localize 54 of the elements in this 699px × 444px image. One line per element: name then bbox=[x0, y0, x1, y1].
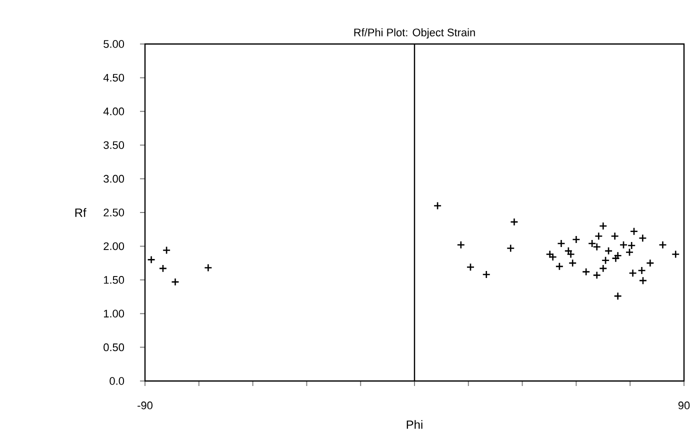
point bbox=[638, 266, 646, 275]
point bbox=[557, 239, 566, 248]
y-tick-label: 3.50 bbox=[104, 141, 124, 149]
point bbox=[482, 270, 491, 279]
point bbox=[646, 258, 654, 268]
point bbox=[594, 232, 603, 240]
x-tick-label: 90 bbox=[678, 402, 690, 410]
y-tick-label: 3.00 bbox=[104, 174, 124, 183]
point bbox=[630, 227, 638, 236]
chart-title: Rf/Phi Plot: Object Strain bbox=[354, 28, 475, 38]
point bbox=[582, 268, 590, 276]
point bbox=[204, 264, 212, 272]
y-tick-label: 4.50 bbox=[103, 74, 124, 82]
point bbox=[628, 269, 637, 278]
y-tick-label: 1.50 bbox=[104, 276, 124, 284]
point bbox=[548, 252, 557, 262]
point bbox=[601, 256, 610, 264]
point bbox=[592, 271, 602, 280]
point bbox=[638, 234, 647, 242]
point bbox=[614, 292, 622, 300]
y-tick-label: 5.00 bbox=[104, 40, 124, 48]
point bbox=[599, 222, 608, 230]
point bbox=[572, 235, 580, 244]
point bbox=[614, 252, 622, 260]
point bbox=[599, 264, 608, 273]
point bbox=[610, 232, 619, 240]
point bbox=[625, 248, 634, 256]
y-tick-label: 2.00 bbox=[104, 242, 124, 250]
y-tick-label: 0.50 bbox=[104, 343, 124, 352]
point bbox=[466, 262, 475, 272]
point bbox=[456, 240, 466, 249]
point bbox=[171, 278, 180, 286]
y-tick-label: 0.0 bbox=[110, 377, 124, 385]
point bbox=[158, 264, 168, 273]
point bbox=[147, 256, 156, 264]
point bbox=[658, 240, 667, 249]
y-tick-label: 4.00 bbox=[103, 108, 124, 116]
y-tick-label: 2.50 bbox=[104, 208, 124, 216]
point bbox=[568, 258, 577, 268]
point bbox=[619, 240, 628, 249]
point bbox=[612, 254, 620, 262]
point bbox=[604, 246, 613, 256]
point bbox=[506, 244, 515, 252]
y-tick-label: 1.00 bbox=[104, 310, 124, 318]
x-tick-label: -90 bbox=[138, 402, 152, 410]
point bbox=[627, 241, 636, 250]
point bbox=[555, 262, 564, 271]
x-axis-title: Phi bbox=[406, 420, 422, 429]
point bbox=[433, 202, 442, 210]
point bbox=[638, 276, 648, 285]
point bbox=[510, 218, 518, 226]
point bbox=[671, 250, 680, 258]
y-axis-title: Rf bbox=[75, 208, 86, 217]
point bbox=[162, 246, 171, 254]
